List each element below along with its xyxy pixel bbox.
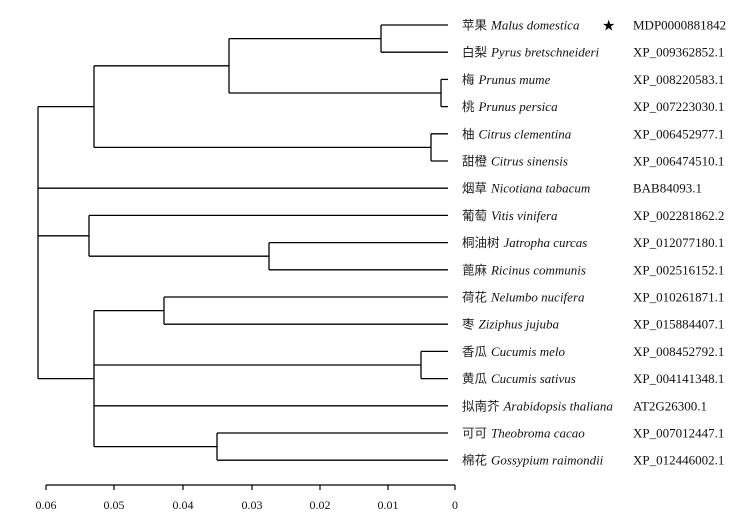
axis-tick-label: 0.02: [310, 498, 331, 512]
taxon-scientific-name: Ricinus communis: [490, 262, 586, 277]
taxon-row: 苹果 Malus domestica ★ MDP0000881842: [462, 17, 726, 35]
taxon-name: 桃 Prunus persica: [462, 99, 558, 114]
accession-number: XP_006452977.1: [633, 126, 724, 141]
taxon-scientific-name: Malus domestica: [490, 18, 580, 33]
taxon-scientific-name: Cucumis melo: [491, 344, 566, 359]
taxon-name: 烟草 Nicotiana tabacum: [462, 181, 590, 196]
taxon-scientific-name: Nicotiana tabacum: [490, 181, 590, 196]
taxon-scientific-name: Pyrus bretschneideri: [490, 45, 600, 60]
taxon-name: 香瓜 Cucumis melo: [462, 344, 566, 359]
taxon-row: 柚 Citrus clementina XP_006452977.1: [462, 126, 724, 141]
taxon-row: 黄瓜 Cucumis sativus XP_004141348.1: [462, 371, 724, 386]
taxon-name: 甜橙 Citrus sinensis: [462, 154, 568, 169]
taxon-chinese-name: 梅: [462, 72, 478, 87]
taxon-scientific-name: Prunus mume: [477, 72, 550, 87]
taxon-name: 白梨 Pyrus bretschneideri: [462, 45, 600, 60]
taxon-chinese-name: 桃: [462, 99, 478, 114]
taxon-row: 甜橙 Citrus sinensis XP_006474510.1: [462, 154, 724, 169]
accession-number: XP_004141348.1: [633, 371, 724, 386]
taxon-chinese-name: 棉花: [462, 453, 491, 468]
taxon-name: 荷花 Nelumbo nucifera: [462, 290, 585, 305]
taxon-row: 拟南芥 Arabidopsis thaliana AT2G26300.1: [462, 398, 707, 413]
taxon-scientific-name: Theobroma cacao: [491, 426, 585, 441]
star-icon: ★: [602, 17, 615, 35]
taxon-row: 香瓜 Cucumis melo XP_008452792.1: [462, 344, 724, 359]
accession-number: XP_012446002.1: [633, 453, 724, 468]
accession-number: XP_007012447.1: [633, 426, 724, 441]
taxon-scientific-name: Vitis vinifera: [491, 208, 558, 223]
axis-tick-label: 0.01: [378, 498, 399, 512]
taxon-name: 拟南芥 Arabidopsis thaliana: [462, 398, 613, 413]
taxon-row: 蓖麻 Ricinus communis XP_002516152.1: [462, 262, 724, 277]
accession-number: XP_009362852.1: [633, 45, 724, 60]
accession-number: AT2G26300.1: [633, 398, 707, 413]
axis-tick-label: 0.03: [242, 498, 263, 512]
taxon-scientific-name: Arabidopsis thaliana: [502, 398, 613, 413]
taxon-name: 葡萄 Vitis vinifera: [462, 208, 558, 223]
taxon-row: 荷花 Nelumbo nucifera XP_010261871.1: [462, 290, 724, 305]
taxon-row: 烟草 Nicotiana tabacum BAB84093.1: [462, 181, 702, 196]
accession-number: XP_007223030.1: [633, 99, 724, 114]
taxon-labels: 苹果 Malus domestica ★ MDP0000881842 白梨 Pyrus…: [462, 17, 726, 468]
taxon-name: 蓖麻 Ricinus communis: [462, 262, 586, 277]
taxon-scientific-name: Jatropha curcas: [503, 235, 587, 250]
taxon-chinese-name: 拟南芥: [462, 398, 503, 413]
axis-tick-label: 0.04: [173, 498, 194, 512]
taxon-name: 柚 Citrus clementina: [462, 126, 572, 141]
taxon-row: 梅 Prunus mume XP_008220583.1: [462, 72, 724, 87]
axis-tick-label: 0.06: [36, 498, 57, 512]
taxon-scientific-name: Cucumis sativus: [491, 371, 576, 386]
taxon-chinese-name: 枣: [462, 317, 478, 332]
tree-branches: [37, 24, 448, 461]
taxon-scientific-name: Citrus sinensis: [491, 154, 568, 169]
taxon-row: 白梨 Pyrus bretschneideri XP_009362852.1: [462, 45, 724, 60]
taxon-chinese-name: 蓖麻: [462, 262, 491, 277]
taxon-row: 枣 Ziziphus jujuba XP_015884407.1: [462, 317, 724, 332]
accession-number: XP_006474510.1: [633, 154, 724, 169]
taxon-name: 黄瓜 Cucumis sativus: [462, 371, 576, 386]
taxon-chinese-name: 可可: [462, 426, 491, 441]
taxon-name: 可可 Theobroma cacao: [462, 426, 585, 441]
taxon-chinese-name: 白梨: [462, 45, 491, 60]
accession-number: XP_002516152.1: [633, 262, 724, 277]
taxon-chinese-name: 烟草: [462, 181, 491, 196]
taxon-row: 棉花 Gossypium raimondii XP_012446002.1: [462, 453, 724, 468]
taxon-scientific-name: Citrus clementina: [478, 126, 571, 141]
accession-number: XP_010261871.1: [633, 290, 724, 305]
accession-number: XP_002281862.2: [633, 208, 724, 223]
taxon-row: 可可 Theobroma cacao XP_007012447.1: [462, 426, 724, 441]
taxon-name: 苹果 Malus domestica: [462, 18, 580, 33]
accession-number: MDP0000881842: [633, 18, 726, 33]
taxon-chinese-name: 甜橙: [462, 154, 491, 169]
accession-number: XP_012077180.1: [633, 235, 724, 250]
taxon-scientific-name: Gossypium raimondii: [491, 453, 604, 468]
taxon-name: 棉花 Gossypium raimondii: [462, 453, 604, 468]
taxon-name: 梅 Prunus mume: [462, 72, 551, 87]
taxon-chinese-name: 苹果: [462, 18, 491, 33]
taxon-row: 桃 Prunus persica XP_007223030.1: [462, 99, 724, 114]
taxon-row: 桐油树 Jatropha curcas XP_012077180.1: [462, 235, 724, 250]
accession-number: XP_008220583.1: [633, 72, 724, 87]
axis-tick-label: 0.05: [104, 498, 125, 512]
distance-scale-axis: 0.06 0.05 0.04 0.03 0.02 0.01 0: [36, 484, 458, 512]
accession-number: XP_008452792.1: [633, 344, 724, 359]
taxon-chinese-name: 荷花: [462, 290, 491, 305]
accession-number: BAB84093.1: [633, 181, 702, 196]
taxon-scientific-name: Nelumbo nucifera: [490, 290, 585, 305]
accession-number: XP_015884407.1: [633, 317, 724, 332]
taxon-chinese-name: 黄瓜: [462, 371, 491, 386]
taxon-name: 桐油树 Jatropha curcas: [462, 235, 587, 250]
taxon-chinese-name: 香瓜: [462, 344, 491, 359]
axis-tick-label: 0: [452, 498, 458, 512]
taxon-chinese-name: 桐油树: [462, 235, 503, 250]
taxon-row: 葡萄 Vitis vinifera XP_002281862.2: [462, 208, 724, 223]
taxon-chinese-name: 柚: [462, 126, 478, 141]
taxon-name: 枣 Ziziphus jujuba: [462, 317, 560, 332]
taxon-scientific-name: Prunus persica: [477, 99, 558, 114]
taxon-scientific-name: Ziziphus jujuba: [478, 317, 559, 332]
taxon-chinese-name: 葡萄: [462, 208, 491, 223]
